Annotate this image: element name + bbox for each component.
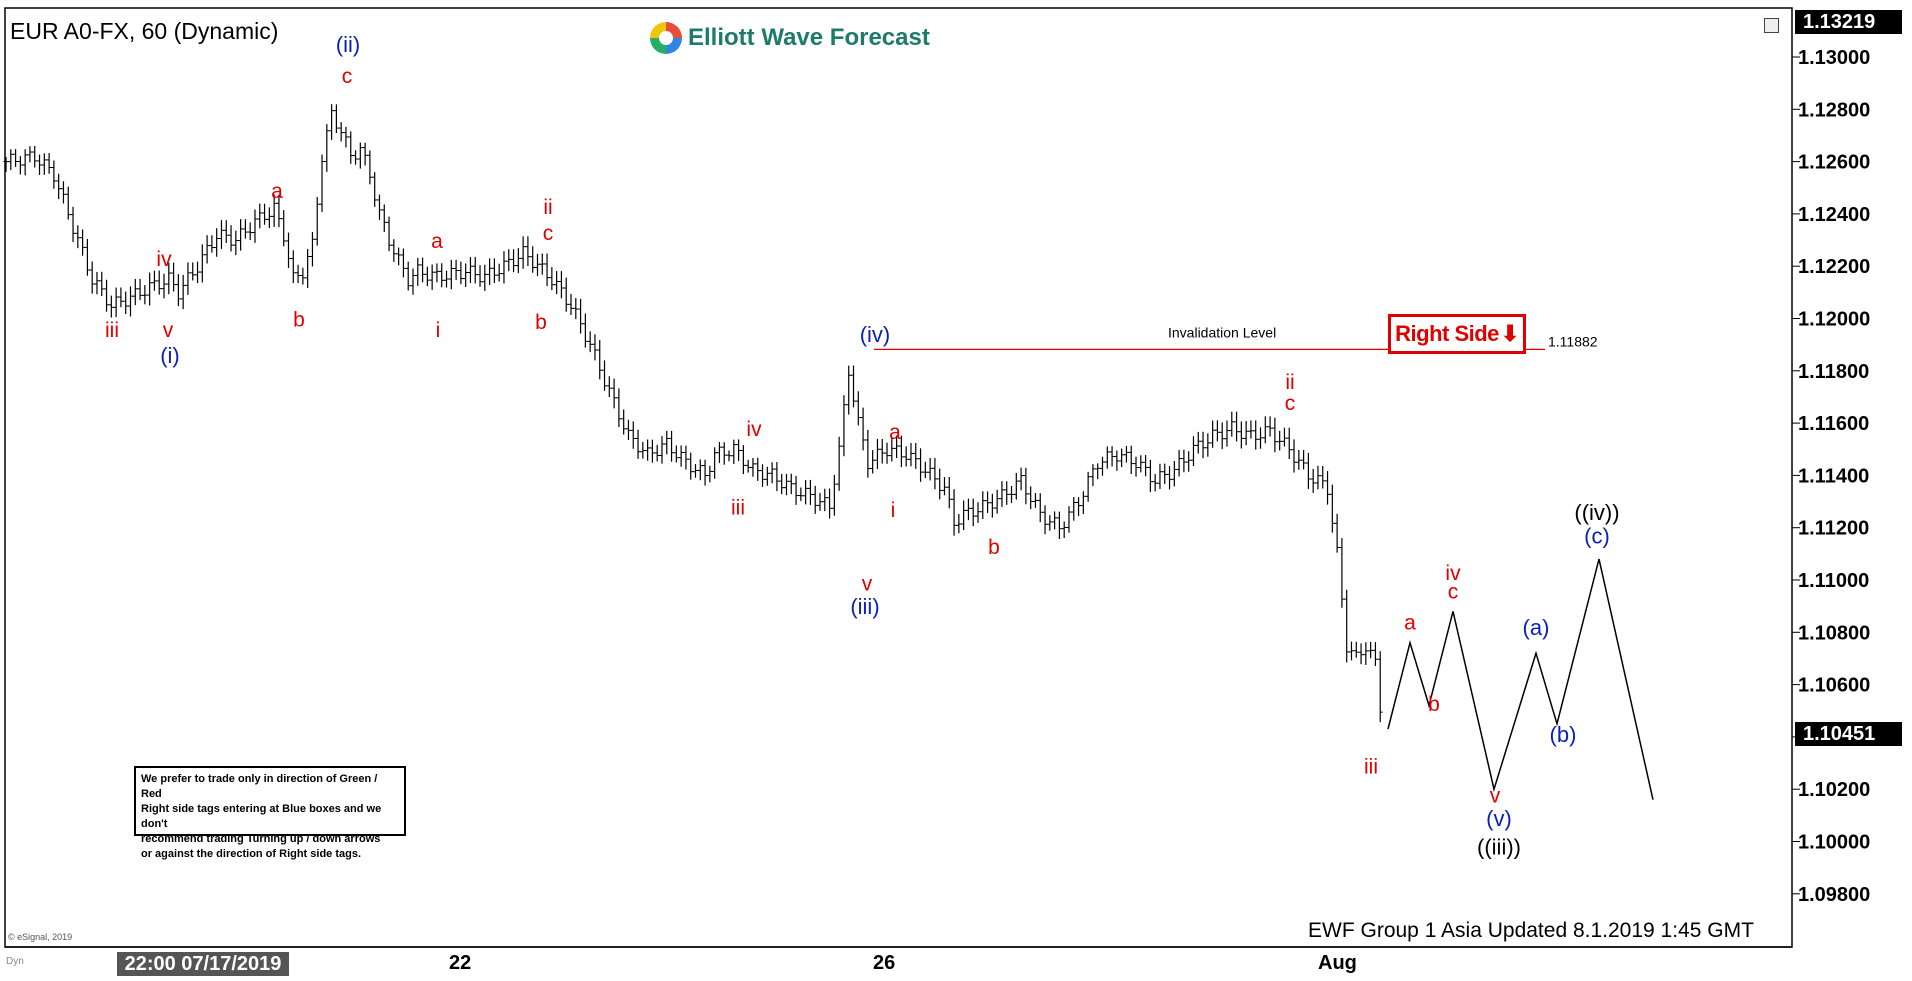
- y-tick-label: 1.11000: [1798, 570, 1869, 592]
- y-tick-label: 1.12400: [1798, 204, 1870, 226]
- y-tick-label: 1.12000: [1798, 309, 1870, 331]
- wave-label: b: [988, 536, 1000, 559]
- wave-label: (b): [1550, 722, 1577, 747]
- wave-label: iii: [105, 319, 119, 342]
- y-tick-label: 1.10200: [1798, 779, 1870, 801]
- wave-label: iv: [156, 248, 172, 271]
- y-tick-label: 1.11600: [1798, 413, 1869, 435]
- note-line: or against the direction of Right side t…: [141, 848, 362, 860]
- dyn-label: Dyn: [6, 956, 24, 967]
- wave-label: (i): [160, 343, 180, 368]
- start-date-box: 22:00 07/17/2019: [117, 952, 289, 976]
- note-line: Right side tags entering at Blue boxes a…: [141, 803, 382, 830]
- wave-label: a: [431, 230, 443, 253]
- last-price-label: 1.10451: [1795, 722, 1902, 746]
- wave-label: a: [271, 180, 283, 203]
- wave-label: c: [1285, 392, 1296, 415]
- note-line: We prefer to trade only in direction of …: [141, 773, 378, 800]
- right-side-label: Right Side: [1395, 321, 1499, 346]
- y-tick-label: 1.12600: [1798, 152, 1870, 174]
- update-footer: EWF Group 1 Asia Updated 8.1.2019 1:45 G…: [1308, 919, 1754, 942]
- wave-label: ((iv)): [1574, 500, 1619, 525]
- wave-label: iii: [1364, 756, 1378, 779]
- brand-logo: Elliott Wave Forecast: [650, 22, 930, 54]
- wave-label: c: [342, 65, 353, 88]
- projection-path: [1387, 558, 1654, 800]
- wave-label: b: [293, 308, 305, 331]
- wave-label: (iv): [860, 322, 891, 347]
- wave-label: b: [1428, 693, 1440, 716]
- wave-label: v: [862, 572, 873, 595]
- y-tick-label: 1.11400: [1798, 465, 1869, 487]
- y-tick-label: 1.11200: [1798, 518, 1869, 540]
- right-side-tag: Right Side ⬇: [1388, 314, 1526, 354]
- wave-label: v: [1490, 784, 1501, 807]
- logo-icon: [650, 22, 682, 54]
- window-restore-icon[interactable]: [1764, 18, 1779, 33]
- wave-label: a: [889, 421, 901, 444]
- y-tick-label: 1.09800: [1798, 884, 1870, 906]
- wave-label: (iii): [850, 594, 879, 619]
- trading-note: We prefer to trade only in direction of …: [134, 766, 406, 860]
- y-tick-label: 1.10800: [1798, 622, 1870, 644]
- x-tick-label: Aug: [1318, 952, 1357, 974]
- wave-label: a: [1404, 612, 1416, 635]
- y-tick-label: 1.11800: [1798, 361, 1869, 383]
- wave-label: c: [543, 222, 554, 245]
- wave-label: c: [1448, 580, 1459, 603]
- y-tick-label: 1.12800: [1798, 99, 1870, 121]
- wave-label: (ii): [336, 32, 360, 57]
- top-price-label: 1.13219: [1795, 10, 1902, 34]
- invalidation-label: Invalidation Level: [1168, 324, 1276, 340]
- wave-label: ((iii)): [1477, 835, 1521, 860]
- wave-label: iv: [746, 418, 762, 441]
- wave-label: ii: [543, 196, 552, 219]
- wave-label: v: [163, 319, 174, 342]
- x-tick-label: 26: [873, 952, 896, 974]
- wave-label: iii: [731, 497, 745, 520]
- wave-label: (c): [1584, 523, 1610, 548]
- note-line: recommend trading Turning up / down arro…: [141, 833, 381, 845]
- y-tick-label: 1.12200: [1798, 256, 1870, 278]
- instrument-title: EUR A0-FX, 60 (Dynamic): [10, 18, 279, 44]
- invalidation-value: 1.11882: [1548, 333, 1598, 349]
- wave-label: (a): [1523, 615, 1550, 640]
- logo-text: Elliott Wave Forecast: [688, 24, 930, 51]
- down-arrow-icon: ⬇: [1500, 321, 1519, 346]
- x-tick-label: 22: [449, 952, 472, 974]
- y-tick-label: 1.10600: [1798, 675, 1870, 697]
- copyright: © eSignal, 2019: [8, 932, 73, 942]
- wave-label: i: [891, 499, 896, 522]
- wave-label: (v): [1486, 806, 1512, 831]
- wave-label: b: [535, 311, 547, 334]
- y-tick-label: 1.10000: [1798, 832, 1870, 854]
- wave-label: iv: [1445, 562, 1461, 585]
- wave-label: i: [436, 319, 441, 342]
- wave-label: ii: [1285, 371, 1294, 394]
- y-tick-label: 1.13000: [1798, 47, 1870, 69]
